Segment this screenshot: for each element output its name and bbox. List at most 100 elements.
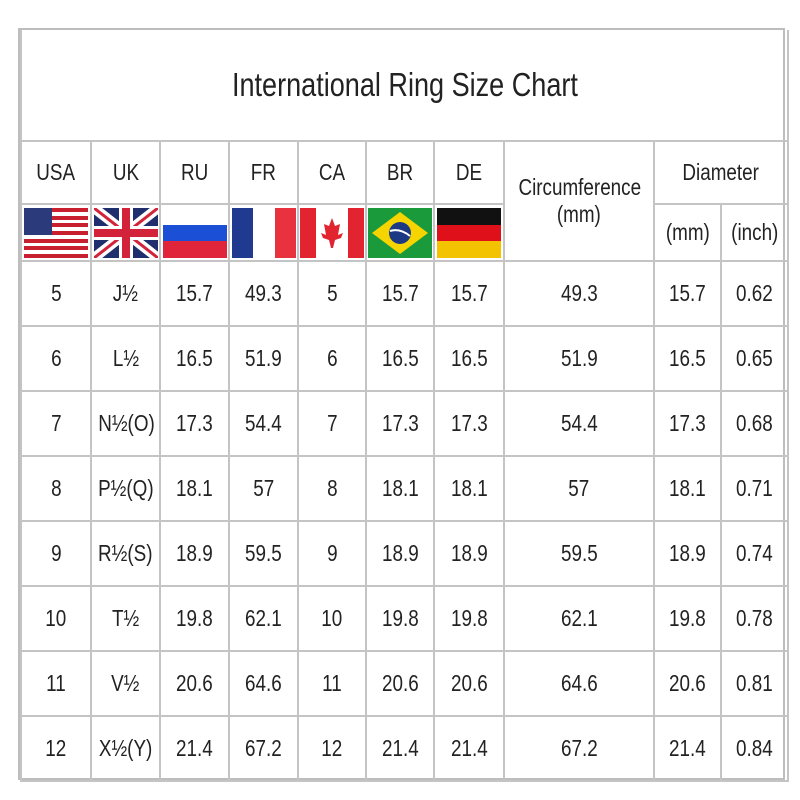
- cell-value: 51.9: [245, 345, 282, 371]
- table-cell: 18.9: [653, 520, 722, 587]
- cell-value: 18.9: [669, 540, 706, 566]
- table-cell: 15.7: [365, 260, 435, 327]
- table-cell: 64.6: [228, 650, 299, 717]
- table-cell: 12: [20, 715, 92, 782]
- table-cell: 51.9: [503, 325, 655, 392]
- table-cell: 6: [20, 325, 92, 392]
- table-cell: 5: [20, 260, 92, 327]
- table-cell: 6: [297, 325, 367, 392]
- cell-value: 49.3: [560, 280, 598, 306]
- table-cell: 17.3: [653, 390, 722, 457]
- brazil-flag-icon: [365, 203, 435, 262]
- cell-value: 59.5: [245, 540, 282, 566]
- table-row: 6 L½ 16.5 51.9 6 16.5 16.5 51.9 16.5 0.65: [20, 325, 789, 392]
- cell-value: P½(Q): [98, 475, 154, 501]
- cell-value: 54.4: [245, 410, 282, 436]
- chart-title: International Ring Size Chart: [20, 30, 789, 142]
- table-row: 9 R½(S) 18.9 59.5 9 18.9 18.9 59.5 18.9 0.74: [20, 520, 789, 587]
- header-fr: FR: [228, 140, 299, 205]
- cell-value: 18.1: [450, 475, 488, 501]
- cell-value: 0.74: [736, 540, 773, 566]
- cell-value: 12: [321, 735, 343, 761]
- cell-value: 17.3: [669, 410, 706, 436]
- cell-value: 12: [45, 735, 67, 761]
- header-circumference: Circumference (mm): [503, 140, 655, 262]
- table-cell: 10: [297, 585, 367, 652]
- cell-value: N½(O): [98, 410, 155, 436]
- cell-value: 20.6: [450, 670, 488, 696]
- cell-value: 0.81: [736, 670, 773, 696]
- table-cell: 7: [20, 390, 92, 457]
- cell-value: 16.5: [450, 345, 488, 371]
- table-cell: 54.4: [228, 390, 299, 457]
- cell-value: 17.3: [176, 410, 213, 436]
- table-cell: 0.62: [720, 260, 789, 327]
- cell-value: 18.1: [669, 475, 706, 501]
- table-cell: 11: [20, 650, 92, 717]
- cell-value: 8: [326, 475, 338, 501]
- table-cell: 57: [228, 455, 299, 522]
- table-cell: 9: [20, 520, 92, 587]
- table-cell: 0.74: [720, 520, 789, 587]
- table-cell: P½(Q): [90, 455, 161, 522]
- table-cell: 20.6: [365, 650, 435, 717]
- table-cell: 21.4: [365, 715, 435, 782]
- cell-value: 67.2: [245, 735, 282, 761]
- table-cell: 7: [297, 390, 367, 457]
- canada-flag-icon: [297, 203, 367, 262]
- table-cell: 18.9: [365, 520, 435, 587]
- cell-value: 21.4: [450, 735, 488, 761]
- table-cell: 51.9: [228, 325, 299, 392]
- table-cell: 64.6: [503, 650, 655, 717]
- cell-value: 19.8: [450, 605, 488, 631]
- cell-value: 15.7: [669, 280, 706, 306]
- table-cell: 17.3: [365, 390, 435, 457]
- table-cell: 59.5: [503, 520, 655, 587]
- cell-value: 17.3: [381, 410, 419, 436]
- table-cell: 0.84: [720, 715, 789, 782]
- cell-value: V½: [111, 670, 140, 696]
- cell-value: 18.9: [381, 540, 419, 566]
- cell-value: 20.6: [669, 670, 706, 696]
- table-cell: 8: [20, 455, 92, 522]
- cell-value: 54.4: [560, 410, 598, 436]
- cell-value: 6: [50, 345, 62, 371]
- cell-value: 59.5: [560, 540, 598, 566]
- cell-value: 17.3: [450, 410, 488, 436]
- cell-value: 9: [326, 540, 338, 566]
- table-cell: 18.9: [159, 520, 230, 587]
- header-diameter-mm: (mm): [653, 203, 722, 262]
- table-cell: 21.4: [653, 715, 722, 782]
- cell-value: 64.6: [560, 670, 598, 696]
- table-cell: 0.68: [720, 390, 789, 457]
- table-cell: 62.1: [503, 585, 655, 652]
- table-cell: 21.4: [433, 715, 505, 782]
- table-cell: 21.4: [159, 715, 230, 782]
- germany-flag-icon: [433, 203, 505, 262]
- table-cell: 15.7: [159, 260, 230, 327]
- table-cell: 15.7: [653, 260, 722, 327]
- table-row: 12 X½(Y) 21.4 67.2 12 21.4 21.4 67.2 21.4 0.84: [20, 715, 789, 782]
- cell-value: 11: [46, 670, 66, 696]
- table-cell: 16.5: [433, 325, 505, 392]
- table-cell: 18.1: [365, 455, 435, 522]
- cell-value: 7: [50, 410, 62, 436]
- cell-value: 21.4: [176, 735, 213, 761]
- cell-value: 16.5: [669, 345, 706, 371]
- cell-value: 11: [322, 670, 342, 696]
- cell-value: 18.1: [381, 475, 419, 501]
- uk-flag-icon: [90, 203, 161, 262]
- cell-value: 6: [326, 345, 338, 371]
- header-diameter-inch: (inch): [720, 203, 789, 262]
- header-diameter: Diameter: [653, 140, 789, 205]
- table-cell: 67.2: [503, 715, 655, 782]
- table-cell: 18.1: [433, 455, 505, 522]
- cell-value: 19.8: [669, 605, 706, 631]
- table-cell: 0.65: [720, 325, 789, 392]
- cell-value: 9: [50, 540, 62, 566]
- table-cell: 16.5: [159, 325, 230, 392]
- header-de: DE: [433, 140, 505, 205]
- cell-value: 0.84: [736, 735, 773, 761]
- table-cell: 0.78: [720, 585, 789, 652]
- cell-value: 19.8: [381, 605, 419, 631]
